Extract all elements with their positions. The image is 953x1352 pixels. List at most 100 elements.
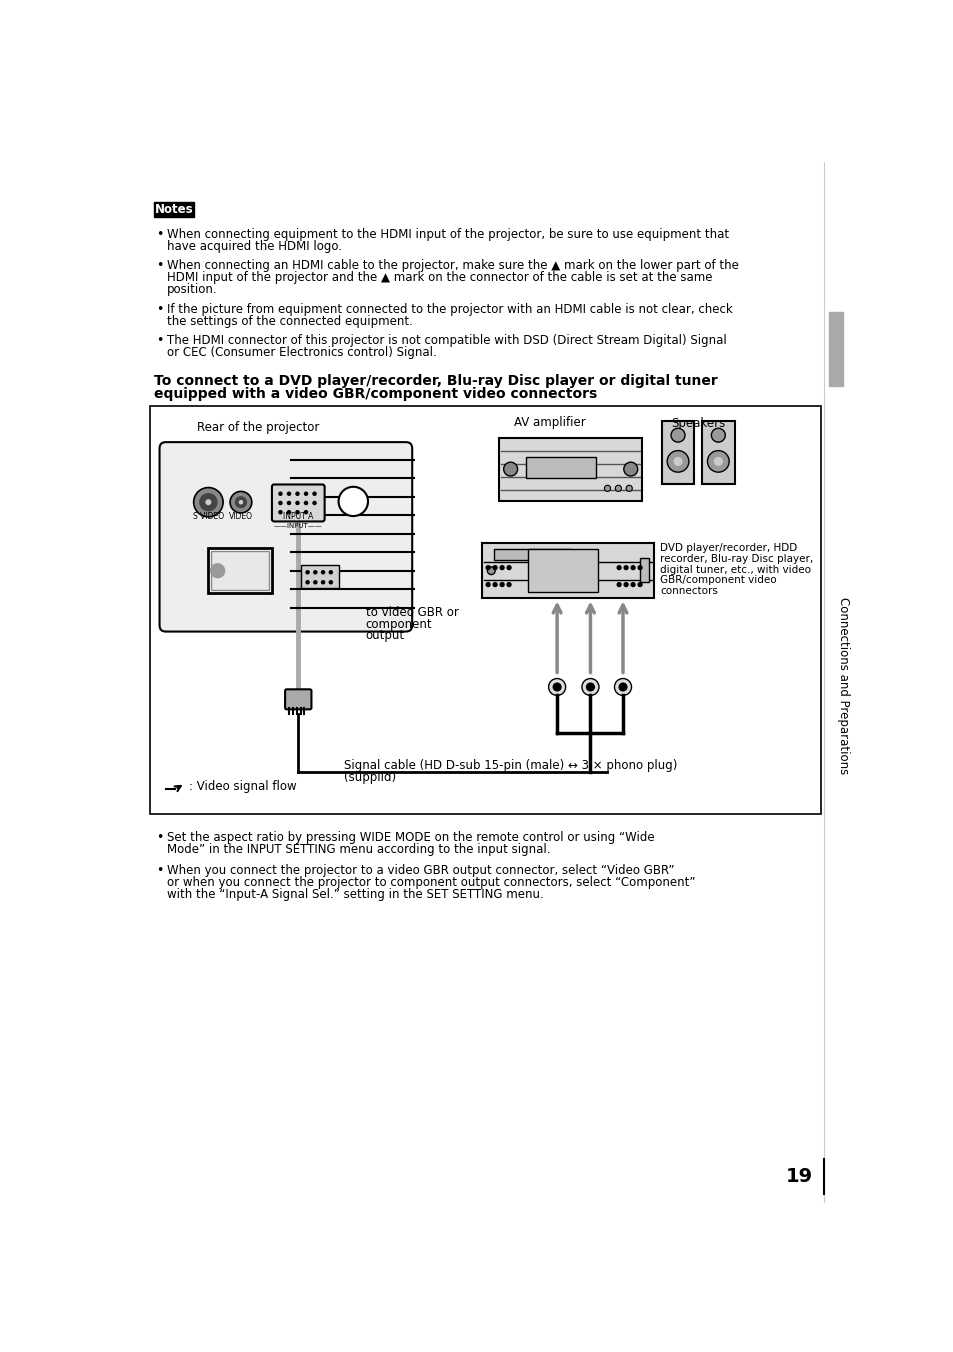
Circle shape	[211, 564, 224, 577]
Circle shape	[278, 511, 282, 514]
Bar	[212, 552, 269, 589]
Circle shape	[623, 462, 637, 476]
Text: or when you connect the projector to component output connectors, select “Compon: or when you connect the projector to com…	[167, 876, 695, 890]
Circle shape	[604, 485, 610, 491]
FancyBboxPatch shape	[272, 484, 324, 522]
Text: Notes: Notes	[154, 203, 193, 216]
Text: •: •	[156, 303, 164, 316]
Text: •: •	[156, 260, 164, 272]
Text: Connections and Preparations: Connections and Preparations	[837, 598, 849, 775]
Text: Speakers: Speakers	[670, 416, 724, 430]
Circle shape	[617, 583, 620, 587]
Text: If the picture from equipment connected to the projector with an HDMI cable is n: If the picture from equipment connected …	[167, 303, 732, 316]
Text: When connecting an HDMI cable to the projector, make sure the ▲ mark on the lowe: When connecting an HDMI cable to the pro…	[167, 260, 738, 272]
Circle shape	[638, 583, 641, 587]
Circle shape	[295, 492, 298, 495]
Bar	[301, 565, 338, 588]
Text: equipped with a video GBR/component video connectors: equipped with a video GBR/component vide…	[154, 388, 597, 402]
Circle shape	[499, 583, 503, 587]
Text: output: output	[365, 629, 404, 642]
Text: : Video signal flow: : Video signal flow	[189, 780, 296, 792]
Bar	[150, 406, 820, 814]
Circle shape	[295, 511, 298, 514]
Text: to video GBR or: to video GBR or	[365, 606, 458, 619]
Circle shape	[278, 492, 282, 495]
Circle shape	[193, 488, 223, 516]
Circle shape	[623, 583, 627, 587]
Circle shape	[670, 429, 684, 442]
Text: The HDMI connector of this projector is not compatible with DSD (Direct Stream D: The HDMI connector of this projector is …	[167, 334, 725, 347]
Circle shape	[586, 683, 594, 691]
Circle shape	[306, 571, 309, 573]
Circle shape	[314, 581, 316, 584]
Text: Set the aspect ratio by pressing WIDE MODE on the remote control or using “Wide: Set the aspect ratio by pressing WIDE MO…	[167, 831, 654, 844]
Circle shape	[614, 679, 631, 695]
Bar	[661, 422, 694, 484]
Circle shape	[711, 429, 724, 442]
Circle shape	[287, 502, 291, 504]
Circle shape	[615, 485, 620, 491]
Circle shape	[499, 565, 503, 569]
Text: the settings of the connected equipment.: the settings of the connected equipment.	[167, 315, 412, 327]
Text: have acquired the HDMI logo.: have acquired the HDMI logo.	[167, 239, 341, 253]
Bar	[639, 558, 649, 581]
Text: •: •	[156, 831, 164, 844]
Circle shape	[230, 491, 252, 512]
Circle shape	[623, 565, 627, 569]
Text: VIDEO: VIDEO	[229, 512, 253, 521]
Circle shape	[314, 571, 316, 573]
Circle shape	[493, 565, 497, 569]
Circle shape	[295, 502, 298, 504]
Circle shape	[486, 565, 490, 569]
Circle shape	[304, 492, 307, 495]
Text: connectors: connectors	[659, 587, 718, 596]
Bar	[493, 549, 571, 560]
Text: S VIDEO: S VIDEO	[193, 512, 224, 521]
Bar	[525, 457, 596, 479]
Circle shape	[239, 500, 242, 504]
FancyBboxPatch shape	[159, 442, 412, 631]
Circle shape	[631, 565, 635, 569]
Circle shape	[493, 583, 497, 587]
Circle shape	[206, 500, 211, 504]
Circle shape	[487, 566, 495, 575]
Circle shape	[617, 565, 620, 569]
Text: When you connect the projector to a video GBR output connector, select “Video GB: When you connect the projector to a vide…	[167, 864, 674, 877]
Text: Rear of the projector: Rear of the projector	[196, 422, 319, 434]
Text: DVD player/recorder, HDD: DVD player/recorder, HDD	[659, 544, 797, 553]
Circle shape	[625, 485, 632, 491]
Bar	[481, 544, 654, 599]
Text: digital tuner, etc., with video: digital tuner, etc., with video	[659, 565, 810, 575]
Circle shape	[714, 457, 721, 465]
Circle shape	[553, 683, 560, 691]
Circle shape	[503, 462, 517, 476]
Text: When connecting equipment to the HDMI input of the projector, be sure to use equ: When connecting equipment to the HDMI in…	[167, 227, 728, 241]
Text: Mode” in the INPUT SETTING menu according to the input signal.: Mode” in the INPUT SETTING menu accordin…	[167, 842, 550, 856]
Circle shape	[304, 511, 307, 514]
Text: with the “Input-A Signal Sel.” setting in the SET SETTING menu.: with the “Input-A Signal Sel.” setting i…	[167, 888, 542, 900]
Circle shape	[313, 492, 315, 495]
Text: •: •	[156, 227, 164, 241]
Circle shape	[304, 502, 307, 504]
Circle shape	[666, 450, 688, 472]
Text: position.: position.	[167, 283, 217, 296]
Text: Signal cable (HD D-sub 15-pin (male) ↔ 3 × phono plug): Signal cable (HD D-sub 15-pin (male) ↔ 3…	[344, 758, 677, 772]
Circle shape	[548, 679, 565, 695]
Circle shape	[321, 581, 324, 584]
Text: or CEC (Consumer Electronics control) Signal.: or CEC (Consumer Electronics control) Si…	[167, 346, 436, 360]
Circle shape	[674, 457, 681, 465]
Text: INPUT A: INPUT A	[283, 512, 314, 521]
Text: recorder, Blu-ray Disc player,: recorder, Blu-ray Disc player,	[659, 554, 813, 564]
Bar	[528, 549, 598, 592]
Circle shape	[631, 583, 635, 587]
Circle shape	[638, 565, 641, 569]
Text: •: •	[156, 334, 164, 347]
Text: •: •	[156, 864, 164, 877]
Circle shape	[287, 492, 291, 495]
FancyBboxPatch shape	[285, 690, 311, 710]
Circle shape	[287, 511, 291, 514]
Circle shape	[278, 502, 282, 504]
Bar	[701, 422, 734, 484]
Circle shape	[321, 571, 324, 573]
Circle shape	[507, 565, 511, 569]
